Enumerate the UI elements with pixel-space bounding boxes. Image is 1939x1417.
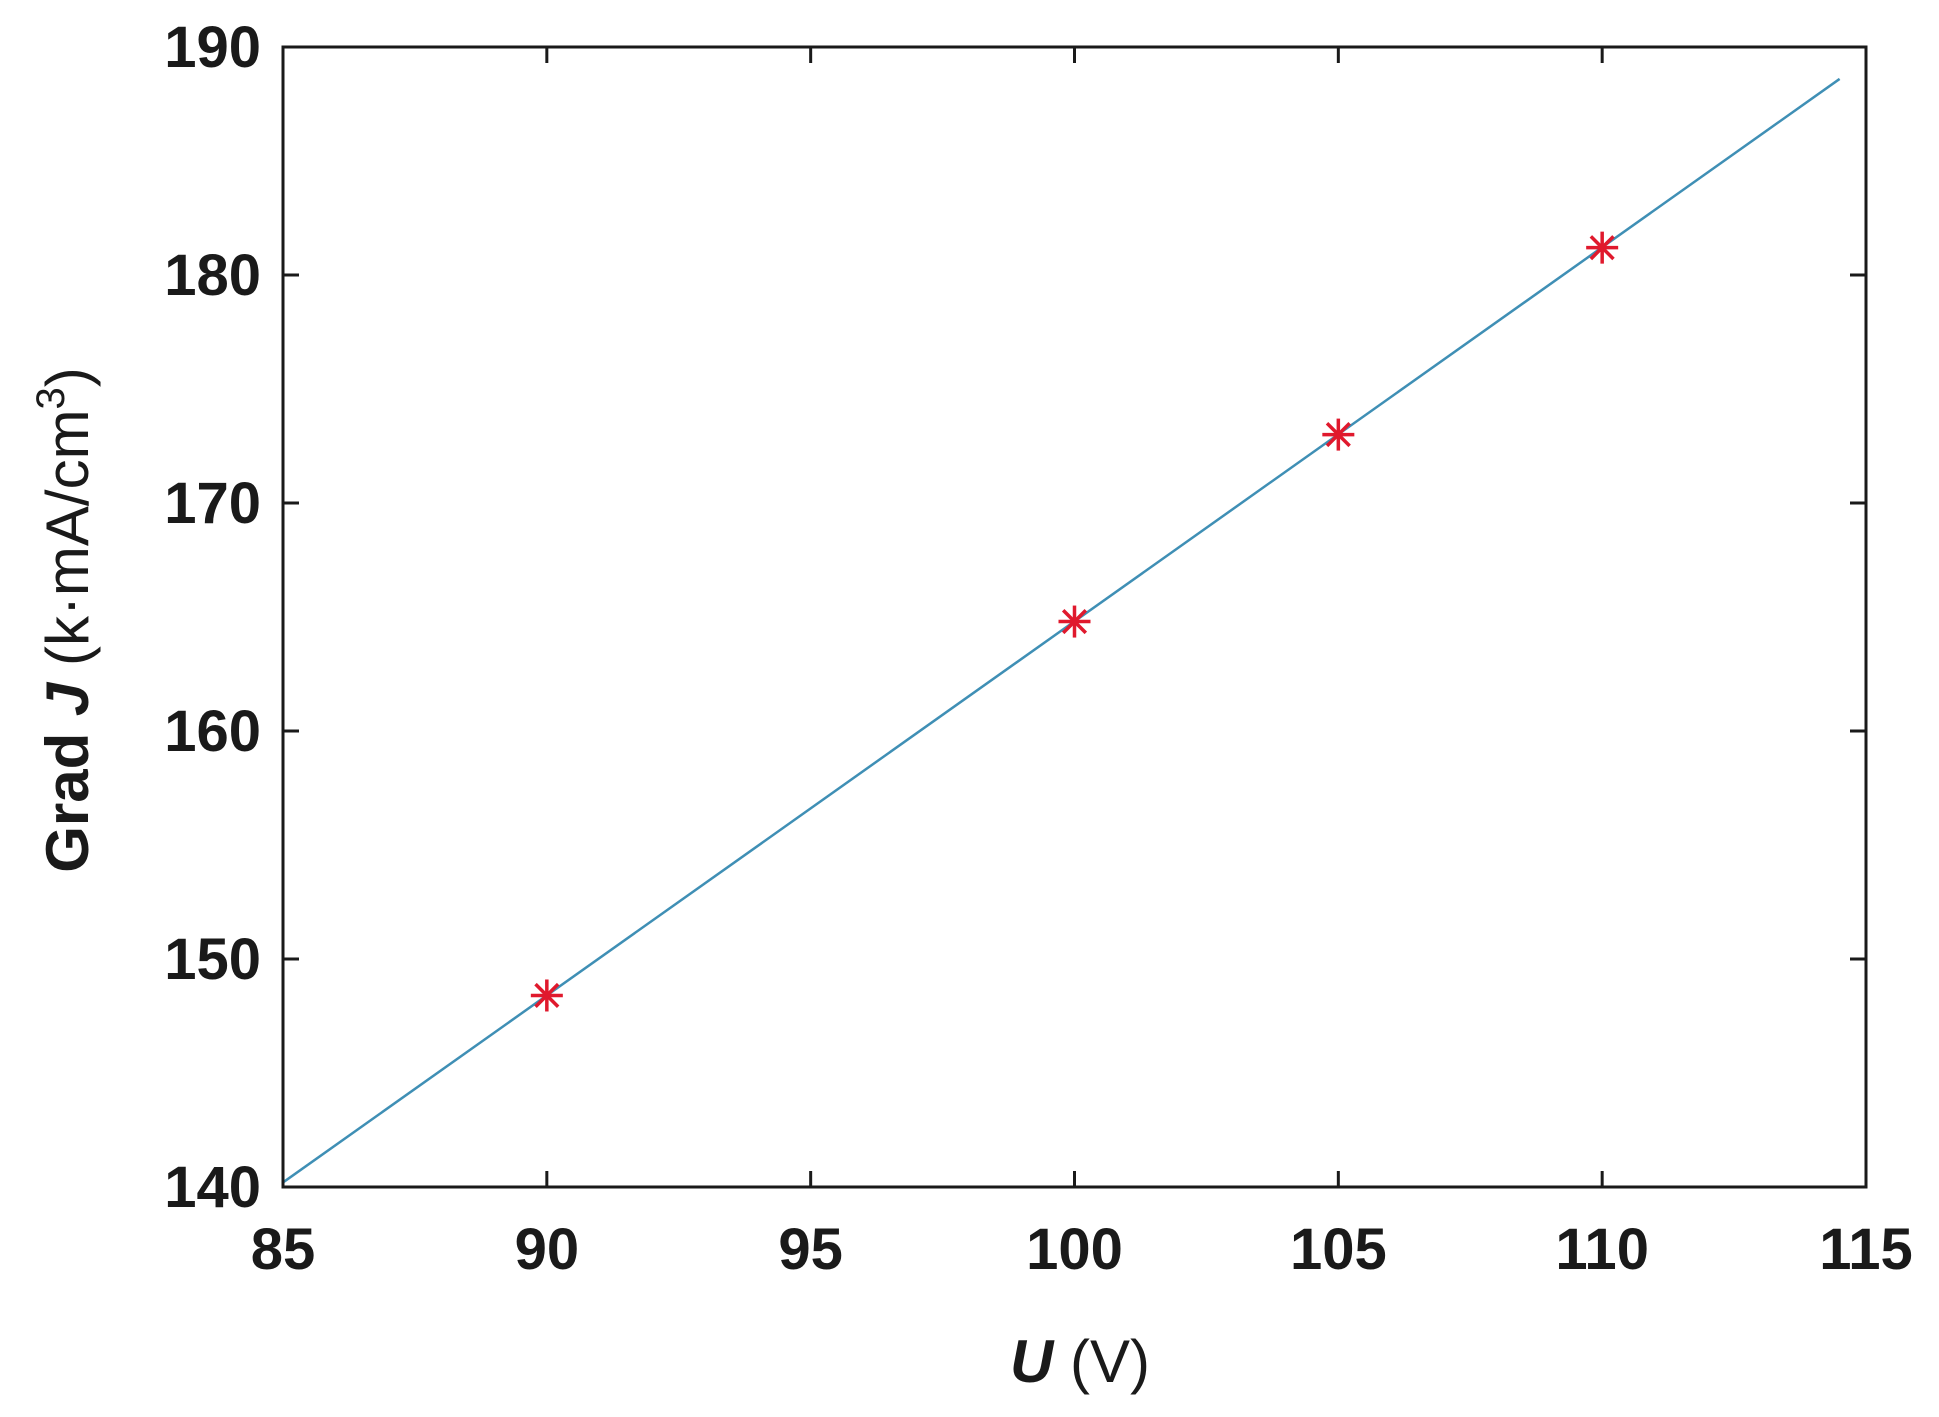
x-tick-label: 105 xyxy=(1290,1217,1387,1282)
x-axis-symbol: U xyxy=(1010,1328,1055,1395)
x-tick-label: 85 xyxy=(251,1217,316,1282)
x-tick-label: 95 xyxy=(778,1217,843,1282)
y-tick-label: 190 xyxy=(164,15,261,80)
y-axis-unit: (k·mA/cm xyxy=(34,409,101,682)
x-tick-label: 90 xyxy=(515,1217,580,1282)
x-axis-label: U (V) xyxy=(1010,1328,1150,1395)
data-point xyxy=(1322,418,1355,451)
y-axis-prefix: Grad xyxy=(34,716,101,873)
y-tick-label: 160 xyxy=(164,699,261,764)
y-axis-unit-superscript: 3 xyxy=(29,387,73,409)
data-point xyxy=(1586,231,1619,264)
x-tick-label: 110 xyxy=(1555,1217,1649,1282)
marker-layer xyxy=(530,231,1619,1012)
y-tick-label: 170 xyxy=(164,471,261,536)
y-axis-unit-close: ) xyxy=(34,367,101,387)
data-point xyxy=(1058,605,1091,638)
data-point xyxy=(530,979,563,1012)
y-tick-label: 180 xyxy=(164,243,261,308)
x-tick-label: 115 xyxy=(1819,1217,1913,1282)
y-axis-label: Grad J (k·mA/cm3) xyxy=(29,367,101,873)
y-tick-label: 140 xyxy=(164,1155,261,1220)
x-tick-label: 100 xyxy=(1026,1217,1123,1282)
y-axis-symbol: J xyxy=(34,681,101,716)
y-tick-label: 150 xyxy=(164,927,261,992)
tick-layer: 85 90 95 100 105 110 115 140 150 160 170 180 190 xyxy=(164,15,1913,1282)
x-axis-unit: (V) xyxy=(1053,1328,1150,1395)
